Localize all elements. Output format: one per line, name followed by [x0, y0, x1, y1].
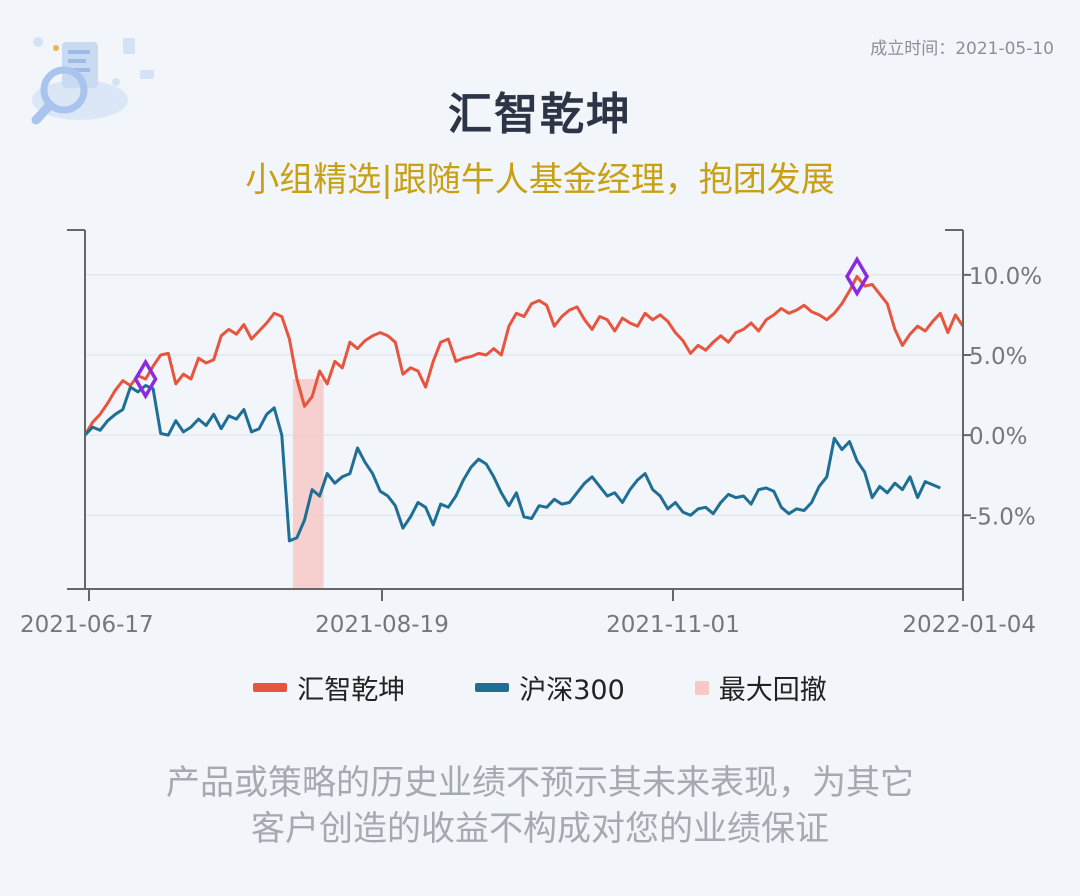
- legend-swatch-index: [475, 683, 510, 692]
- legend-item-fund: 汇智乾坤: [253, 668, 405, 707]
- grid-lines: [85, 274, 963, 516]
- y-tick-label: 5.0%: [969, 344, 1027, 370]
- x-tick-label: 2022-01-04: [902, 612, 1036, 638]
- page-subtitle: 小组精选|跟随牛人基金经理，抱团发展: [245, 160, 835, 200]
- disclaimer-line-1: 产品或策略的历史业绩不预示其未来表现，为其它: [166, 763, 914, 803]
- series-line-fund: [83, 275, 965, 436]
- chart-legend: 汇智乾坤 沪深300 最大回撤: [0, 668, 1080, 707]
- y-tick-label: -5.0%: [969, 504, 1036, 530]
- diamond-marker: [845, 256, 870, 297]
- y-tick-label: 10.0%: [969, 264, 1042, 290]
- establishment-date: 成立时间：2021-05-10: [870, 39, 1054, 59]
- page-title: 汇智乾坤: [448, 89, 632, 140]
- legend-label-fund: 汇智乾坤: [297, 675, 406, 706]
- series-layer: [83, 275, 965, 543]
- legend-swatch-fund: [253, 683, 288, 692]
- brand-illustration: [31, 37, 154, 125]
- axes: [67, 229, 971, 601]
- diamond-marker: [133, 358, 158, 400]
- legend-item-drawdown: 最大回撤: [694, 668, 827, 707]
- x-tick-label: 2021-11-01: [606, 612, 740, 638]
- drawdown-band: [292, 379, 324, 589]
- legend-label-index: 沪深300: [519, 675, 625, 706]
- legend-label-drawdown: 最大回撤: [718, 675, 827, 706]
- x-tick-label: 2021-06-17: [20, 612, 154, 638]
- marker-layer: [133, 256, 870, 400]
- disclaimer-line-2: 客户创造的收益不构成对您的业绩保证: [251, 809, 829, 849]
- disclaimer: 产品或策略的历史业绩不预示其未来表现，为其它 客户创造的收益不构成对您的业绩保证: [0, 760, 1080, 852]
- tick-labels: 10.0% 5.0% 0.0% -5.0% 2021-06-17 2021-08-19 20…: [20, 264, 1042, 638]
- drawdown-layer: [292, 379, 324, 589]
- x-tick-label: 2021-08-19: [315, 612, 449, 638]
- series-line-index: [83, 384, 941, 543]
- legend-swatch-drawdown: [694, 680, 709, 695]
- y-tick-label: 0.0%: [969, 424, 1027, 450]
- legend-item-index: 沪深300: [475, 668, 625, 707]
